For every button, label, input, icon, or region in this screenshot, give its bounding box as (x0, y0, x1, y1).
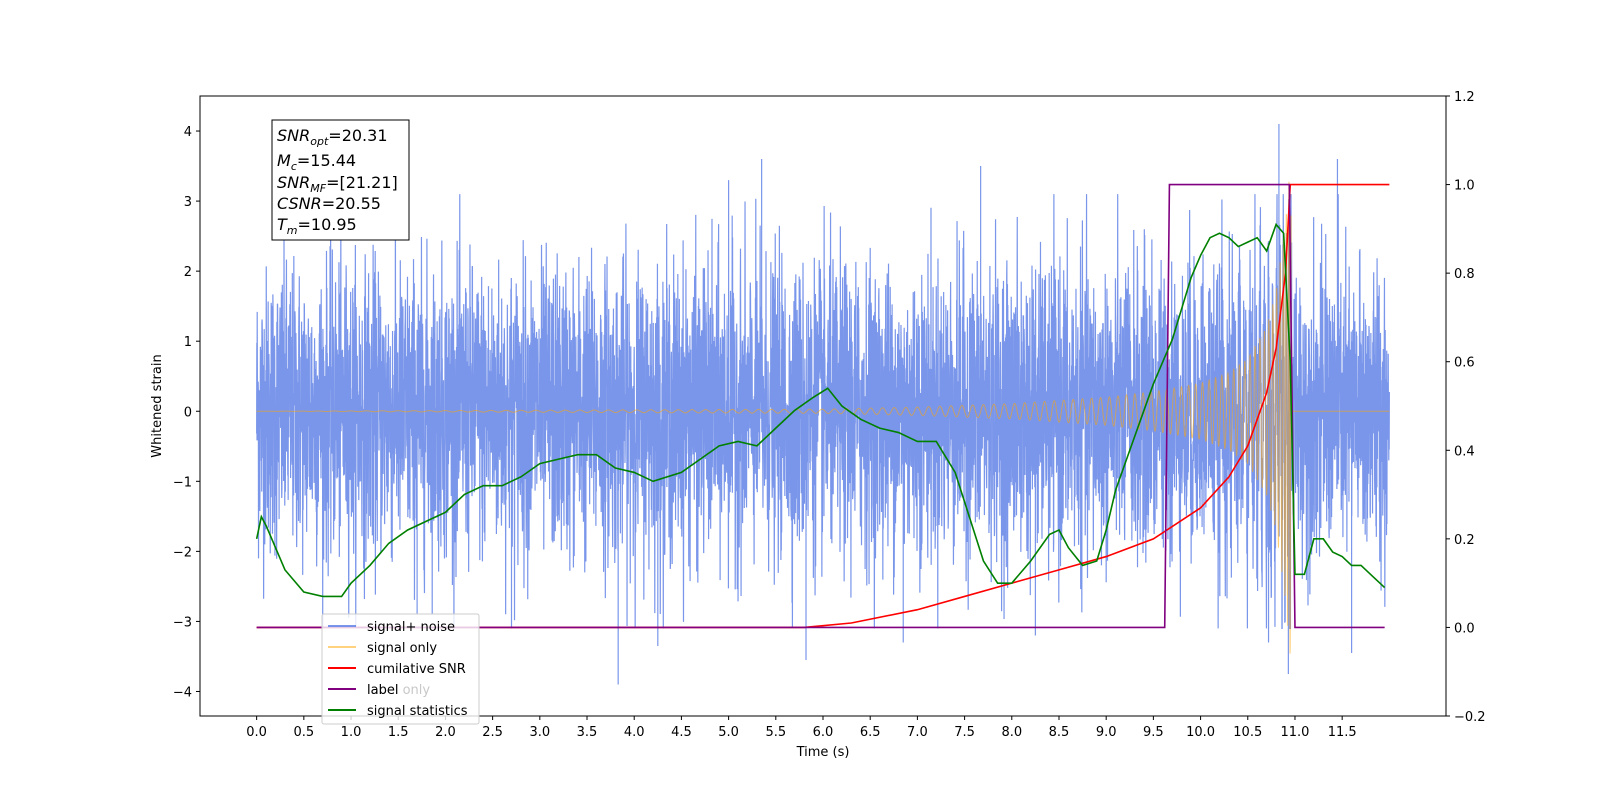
x-axis-label: Time (s) (796, 745, 850, 760)
annotation-box: SNRopt=20.31 Mc=15.44 SNRMF=[21.21] CSNR… (271, 119, 410, 241)
y2-tick-label: 0.8 (1454, 267, 1475, 282)
y-axis-left: 4 3 2 1 0 −1 −2 −3 −4 (173, 125, 200, 700)
x-tick-label: 4.0 (624, 725, 645, 740)
x-tick-label: 11.5 (1328, 725, 1357, 740)
series-layer (255, 124, 1390, 685)
legend-label-signal-noise: signal+ noise (367, 620, 455, 635)
legend-label-signal-statistics: signal statistics (367, 704, 468, 719)
series-label (256, 183, 1385, 629)
y-axis-right: 1.2 1.0 0.8 0.6 0.4 0.2 0.0 −0.2 (1446, 90, 1486, 725)
y-tick-label: 4 (184, 125, 192, 140)
x-tick-label: 4.5 (671, 725, 692, 740)
x-tick-label: 5.0 (718, 725, 739, 740)
x-tick-label: 0.0 (246, 725, 267, 740)
legend: signal+ noise signal only cumilative SNR… (321, 613, 480, 725)
y-tick-label: −3 (173, 615, 192, 630)
x-tick-label: 1.0 (341, 725, 362, 740)
x-tick-label: 6.0 (813, 725, 834, 740)
x-tick-label: 7.5 (954, 725, 975, 740)
x-tick-label: 3.0 (529, 725, 550, 740)
legend-label-label-only-hidden: label only (367, 683, 430, 698)
y-tick-label: 2 (184, 265, 192, 280)
x-tick-label: 10.5 (1233, 725, 1262, 740)
x-tick-label: 11.0 (1280, 725, 1309, 740)
x-tick-label: 2.0 (435, 725, 456, 740)
y2-tick-label: 0.0 (1454, 621, 1475, 636)
series-signal-statistics (255, 222, 1386, 598)
x-tick-label: 8.5 (1049, 725, 1070, 740)
y-tick-label: −1 (173, 475, 192, 490)
y2-tick-label: 0.2 (1454, 533, 1475, 548)
series-signal-only (256, 181, 1390, 654)
series-cumulative-snr (256, 183, 1390, 629)
y-tick-label: 1 (184, 335, 192, 350)
x-tick-label: 10.0 (1186, 725, 1215, 740)
y2-tick-label: 0.6 (1454, 356, 1475, 371)
y-tick-label: 0 (184, 405, 192, 420)
y-tick-label: −2 (173, 545, 192, 560)
annotation-mc: Mc=15.44 (277, 151, 356, 173)
annotation-snr-mf: SNRMF=[21.21] (277, 173, 398, 195)
y2-tick-label: 1.0 (1454, 179, 1475, 194)
annotation-tm: Tm=10.95 (277, 215, 357, 237)
x-tick-label: 0.5 (293, 725, 314, 740)
annotation-snr-opt: SNRopt=20.31 (277, 126, 388, 148)
y-tick-label: −4 (173, 685, 192, 700)
y-axis-label: Whitened strain (150, 354, 165, 457)
y2-tick-label: −0.2 (1454, 710, 1486, 725)
x-tick-label: 2.5 (482, 725, 503, 740)
x-tick-label: 1.5 (388, 725, 409, 740)
annotation-csnr: CSNR=20.55 (277, 194, 381, 213)
x-tick-label: 8.0 (1001, 725, 1022, 740)
y2-tick-label: 1.2 (1454, 90, 1475, 105)
legend-label-label: label (367, 683, 398, 698)
x-tick-label: 5.5 (765, 725, 786, 740)
y-tick-label: 3 (184, 195, 192, 210)
legend-label-cumulative-snr: cumilative SNR (367, 662, 466, 677)
x-tick-label: 3.5 (577, 725, 598, 740)
legend-label-signal-only: signal only (367, 641, 437, 656)
x-tick-label: 7.0 (907, 725, 928, 740)
x-tick-label: 9.0 (1096, 725, 1117, 740)
x-tick-label: 9.5 (1143, 725, 1164, 740)
x-axis: 0.0 0.5 1.0 1.5 2.0 2.5 3.0 3.5 4.0 4.5 5.0 5.5 6.0 6… (246, 716, 1357, 740)
y2-tick-label: 0.4 (1454, 444, 1475, 459)
x-tick-label: 6.5 (860, 725, 881, 740)
